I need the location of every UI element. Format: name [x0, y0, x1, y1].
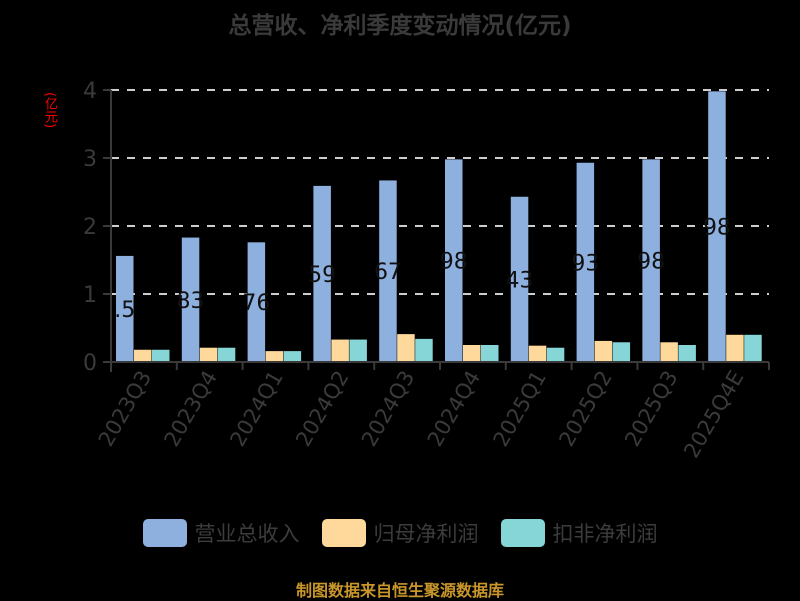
bar-data-label: 98: [703, 216, 731, 241]
bar-2025Q1-s0: [510, 196, 529, 362]
x-tick-label: 2024Q2: [291, 367, 353, 451]
bar-2024Q2-s0: [313, 185, 331, 362]
x-tick-label: 2025Q1: [489, 367, 551, 451]
bar-2025Q1-s1: [528, 345, 547, 362]
bar-2025Q2-s1: [594, 340, 613, 362]
bar-2025Q3-s0: [642, 159, 660, 362]
bar-2024Q4-s1: [463, 345, 481, 362]
bar-2024Q3-s2: [415, 338, 433, 362]
legend-label: 归母净利润: [373, 522, 479, 546]
bar-data-label: 43: [506, 268, 534, 293]
bar-2024Q4-s2: [481, 345, 499, 362]
bar-2024Q1-s0: [247, 242, 266, 362]
bar-2025Q4E-s2: [744, 334, 762, 362]
y-tick-label: 0: [83, 351, 97, 376]
bar-data-label: .5: [114, 298, 135, 323]
legend-item-deducted-net-profit[interactable]: 扣非净利润: [500, 518, 658, 548]
bar-data-label: 76: [242, 291, 270, 316]
y-tick-label: 4: [83, 79, 97, 104]
legend-label: 扣非净利润: [552, 522, 658, 546]
bar-2025Q3-s1: [660, 342, 678, 362]
y-tick-label: 1: [83, 283, 97, 308]
legend-swatch-revenue: [142, 519, 187, 547]
bar-data-label: 59: [308, 263, 336, 288]
x-tick-label: 2024Q4: [423, 367, 485, 451]
legend-item-net-profit[interactable]: 归母净利润: [321, 518, 479, 548]
x-tick-label: 2025Q4E: [679, 367, 748, 463]
legend-label: 营业总收入: [194, 522, 300, 546]
bar-data-label: 67: [374, 260, 402, 285]
bar-2025Q4E-s0: [708, 91, 726, 363]
bar-2025Q3-s2: [678, 345, 696, 362]
x-tick-label: 2023Q4: [160, 367, 222, 451]
bars: [116, 91, 762, 363]
x-tick-label: 2025Q3: [620, 367, 682, 451]
source-footer: 制图数据来自恒生聚源数据库: [295, 581, 504, 600]
x-tick-label: 2024Q3: [357, 367, 419, 451]
bar-2023Q4-s2: [217, 347, 236, 362]
bar-data-label: 98: [440, 250, 468, 275]
chart-title: 总营收、净利季度变动情况(亿元): [228, 13, 572, 39]
bar-2024Q3-s0: [379, 180, 397, 362]
bar-2024Q4-s0: [445, 159, 463, 362]
legend-swatch-net-profit: [321, 519, 366, 547]
bar-data-label: 83: [177, 289, 205, 314]
bar-2025Q2-s0: [576, 162, 595, 362]
legend-swatch-deducted-net-profit: [500, 519, 545, 547]
bar-2025Q2-s2: [612, 342, 631, 362]
legend-item-revenue[interactable]: 营业总收入: [142, 518, 300, 548]
bar-2024Q2-s1: [331, 339, 349, 362]
bar-2025Q4E-s1: [726, 334, 744, 362]
bar-2023Q3-s1: [134, 349, 152, 362]
chart-legend: 营业总收入 归母净利润 扣非净利润: [0, 518, 800, 548]
bar-2023Q3-s0: [116, 255, 134, 362]
x-tick-label: 2023Q3: [94, 367, 156, 451]
bar-2024Q3-s1: [397, 334, 415, 362]
bar-2024Q1-s2: [283, 351, 302, 362]
x-tick-label: 2025Q2: [554, 367, 616, 451]
bar-2025Q1-s2: [546, 347, 565, 362]
y-tick-label: 2: [83, 215, 97, 240]
bar-2024Q1-s1: [265, 351, 284, 362]
bar-data-label: 93: [571, 251, 599, 276]
bar-data-label: 98: [637, 250, 665, 275]
y-tick-label: 3: [83, 147, 97, 172]
bar-2024Q2-s2: [349, 339, 367, 362]
y-axis-unit-label: (亿元): [42, 92, 57, 129]
bar-2023Q4-s1: [199, 347, 218, 362]
bar-2023Q4-s0: [181, 237, 200, 362]
bar-2023Q3-s2: [152, 349, 170, 362]
x-tick-label: 2024Q1: [225, 367, 287, 451]
